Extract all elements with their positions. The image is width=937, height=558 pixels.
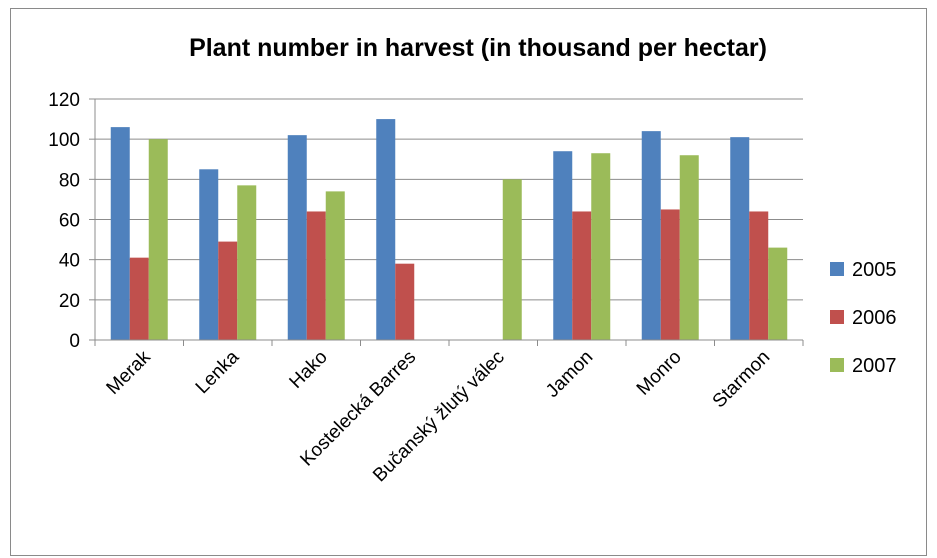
x-tick-label: Merak	[103, 346, 156, 399]
bar-2005-5	[553, 151, 573, 340]
bar-2007-2	[325, 191, 345, 340]
bar-2007-1	[237, 185, 257, 340]
bar-2006-2	[306, 211, 326, 340]
bar-2006-5	[572, 211, 592, 340]
x-tick-label: Jamon	[542, 347, 597, 402]
bar-2005-1	[199, 169, 219, 340]
bar-2006-3	[395, 263, 415, 340]
y-tick-label: 40	[59, 251, 80, 272]
y-tick-label: 100	[48, 130, 80, 151]
bar-2007-0	[148, 139, 168, 340]
legend-label: 2005	[852, 259, 897, 281]
bar-2007-4	[502, 179, 522, 340]
legend-label: 2007	[852, 355, 897, 377]
bar-2007-7	[768, 247, 788, 340]
bar-2007-5	[591, 153, 611, 340]
y-tick-label: 20	[59, 291, 80, 312]
y-tick-label: 80	[59, 170, 80, 191]
x-tick-label: Starmon	[709, 347, 775, 413]
bar-2006-7	[749, 211, 769, 340]
x-tick-label: Lenka	[192, 346, 244, 398]
x-tick-label: Monro	[633, 347, 686, 400]
axes	[89, 98, 804, 346]
x-tick-label: Hako	[286, 347, 332, 393]
bar-2005-6	[641, 131, 661, 340]
bars	[110, 119, 788, 340]
bar-2005-3	[376, 119, 396, 340]
y-tick-label: 0	[69, 331, 80, 352]
bar-2007-6	[679, 155, 699, 340]
y-tick-label: 60	[59, 211, 80, 232]
bar-2005-0	[110, 127, 130, 340]
y-tick-label: 120	[48, 90, 80, 111]
bar-2005-7	[730, 137, 750, 340]
bar-2006-0	[129, 257, 149, 340]
chart-title: Plant number in harvest (in thousand per…	[189, 34, 767, 62]
legend: 2005 2006 2007	[830, 259, 897, 377]
legend-label: 2006	[852, 307, 897, 329]
legend-swatch-2005	[830, 262, 844, 276]
bar-2005-2	[287, 135, 307, 340]
bar-2006-6	[660, 209, 680, 340]
legend-swatch-2006	[830, 310, 844, 324]
bar-2006-1	[218, 241, 238, 340]
y-tick-labels: 0 20 40 60 80 100 120	[48, 90, 80, 352]
legend-swatch-2007	[830, 358, 844, 372]
